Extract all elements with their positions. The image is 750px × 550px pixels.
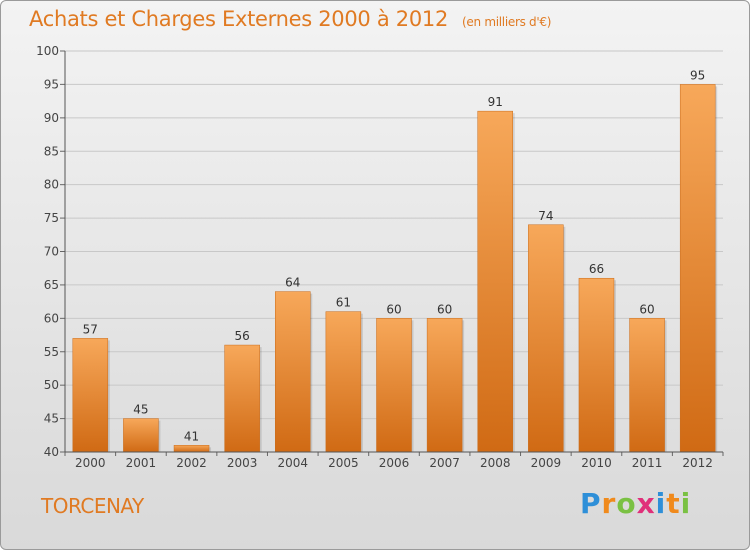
value-label: 45 xyxy=(133,403,148,417)
bar xyxy=(579,278,614,452)
place-name: TORCENAY xyxy=(41,494,144,518)
logo-letter: r xyxy=(602,487,617,520)
y-tick-label: 50 xyxy=(44,378,59,392)
y-tick-label: 60 xyxy=(44,311,59,325)
value-label: 41 xyxy=(184,429,199,443)
y-tick-label: 100 xyxy=(36,44,59,58)
x-tick-label: 2002 xyxy=(176,456,207,470)
x-tick-label: 2000 xyxy=(75,456,106,470)
y-tick-label: 55 xyxy=(44,345,59,359)
value-label: 61 xyxy=(336,296,351,310)
value-label: 56 xyxy=(235,329,250,343)
y-tick-label: 80 xyxy=(44,178,59,192)
y-tick-label: 45 xyxy=(44,412,59,426)
bar xyxy=(478,111,513,452)
y-axis: 40 45 50 55 60 65 70 75 80 85 90 95 100 xyxy=(36,44,65,459)
value-label: 60 xyxy=(639,302,654,316)
y-tick-label: 95 xyxy=(44,77,59,91)
x-tick-label: 2004 xyxy=(277,456,308,470)
x-tick-label: 2006 xyxy=(379,456,410,470)
bar xyxy=(528,225,563,452)
y-tick-label: 90 xyxy=(44,111,59,125)
bar xyxy=(174,445,209,452)
x-tick-label: 2007 xyxy=(429,456,460,470)
x-tick-label: 2001 xyxy=(126,456,157,470)
bar xyxy=(225,345,260,452)
value-label: 64 xyxy=(285,276,300,290)
proxiti-logo[interactable]: Proxiti xyxy=(580,487,691,520)
bar xyxy=(123,419,158,452)
bar xyxy=(275,292,310,452)
bar xyxy=(377,318,412,452)
logo-letter: x xyxy=(637,487,656,520)
y-tick-label: 75 xyxy=(44,211,59,225)
y-tick-label: 65 xyxy=(44,278,59,292)
value-label: 74 xyxy=(538,209,553,223)
logo-letter: i xyxy=(681,487,692,520)
logo-letter: o xyxy=(616,487,636,520)
logo-letter: i xyxy=(656,487,667,520)
x-tick-label: 2003 xyxy=(227,456,258,470)
x-tick-label: 2005 xyxy=(328,456,359,470)
logo-letter: P xyxy=(580,487,602,520)
bar xyxy=(73,338,108,452)
value-label: 95 xyxy=(690,68,705,82)
bar xyxy=(326,312,361,452)
x-tick-label: 2008 xyxy=(480,456,511,470)
value-label: 91 xyxy=(488,95,503,109)
y-tick-label: 70 xyxy=(44,245,59,259)
value-label: 60 xyxy=(437,302,452,316)
y-tick-label: 40 xyxy=(44,445,59,459)
bar xyxy=(680,84,715,452)
y-tick-label: 85 xyxy=(44,144,59,158)
x-tick-label: 2009 xyxy=(531,456,562,470)
value-label: 66 xyxy=(589,262,604,276)
x-tick-label: 2012 xyxy=(682,456,713,470)
bar xyxy=(427,318,462,452)
value-label: 60 xyxy=(386,302,401,316)
x-tick-label: 2010 xyxy=(581,456,612,470)
x-axis: 2000 2001 2002 2003 2004 2005 2006 2007 2008 2009… xyxy=(65,452,723,470)
bars xyxy=(73,84,717,452)
bar xyxy=(630,318,665,452)
value-label: 57 xyxy=(83,322,98,336)
logo-letter: t xyxy=(666,487,680,520)
x-tick-label: 2011 xyxy=(632,456,663,470)
